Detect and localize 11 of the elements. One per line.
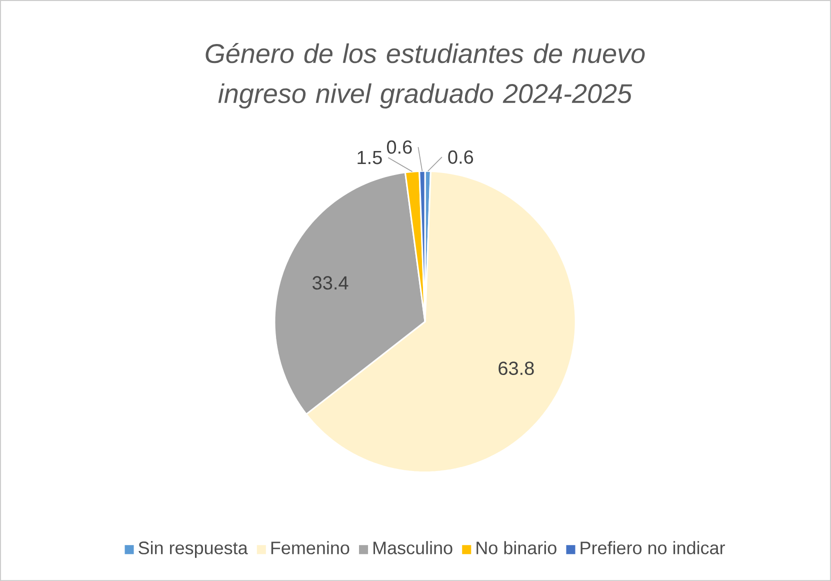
data-label: 1.5 <box>358 150 382 164</box>
data-label: 63.8 <box>498 362 534 375</box>
data-label: 33.4 <box>312 276 348 290</box>
legend-label: No binario <box>476 541 556 554</box>
legend-label: Prefiero no indicar <box>580 541 725 554</box>
chart-title: Género de los estudiantes de nuevo ingreso nivel graduado 2024-2025 <box>206 42 645 108</box>
legend-label: Femenino <box>271 541 350 554</box>
data-label: 0.6 <box>448 150 474 164</box>
data-label: 0.6 <box>386 140 412 154</box>
legend-label: Masculino <box>374 541 452 554</box>
legend-label: Sin respuesta <box>138 541 248 558</box>
